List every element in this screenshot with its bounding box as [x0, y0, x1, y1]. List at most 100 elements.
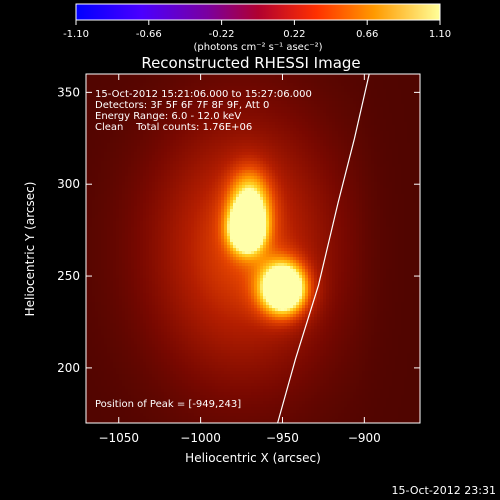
heatmap-cell: [263, 77, 267, 81]
heatmap-cell: [188, 155, 192, 159]
heatmap-cell: [125, 161, 129, 165]
heatmap-cell: [98, 86, 102, 90]
heatmap-cell: [158, 80, 162, 84]
heatmap-cell: [341, 80, 345, 84]
heatmap-cell: [389, 167, 393, 171]
heatmap-cell: [353, 89, 357, 93]
heatmap-cell: [371, 149, 375, 153]
heatmap-cell: [233, 167, 237, 171]
heatmap-cell: [200, 92, 204, 96]
heatmap-cell: [392, 80, 396, 84]
heatmap-cell: [143, 170, 147, 174]
heatmap-cell: [350, 170, 354, 174]
heatmap-cell: [194, 122, 198, 126]
heatmap-cell: [269, 137, 273, 141]
heatmap-cell: [350, 119, 354, 123]
heatmap-cell: [251, 143, 255, 147]
heatmap-cell: [338, 152, 342, 156]
heatmap-cell: [257, 101, 261, 105]
heatmap-cell: [242, 176, 246, 180]
heatmap-cell: [326, 176, 330, 180]
heatmap-cell: [395, 167, 399, 171]
heatmap-cell: [239, 158, 243, 162]
heatmap-cell: [227, 161, 231, 165]
heatmap-cell: [416, 161, 420, 165]
heatmap-cell: [341, 116, 345, 120]
heatmap-cell: [320, 83, 324, 87]
heatmap-cell: [341, 140, 345, 144]
heatmap-cell: [104, 110, 108, 114]
heatmap-cell: [152, 146, 156, 150]
heatmap-cell: [164, 92, 168, 96]
heatmap-cell: [296, 110, 300, 114]
heatmap-cell: [386, 134, 390, 138]
heatmap-cell: [293, 119, 297, 123]
heatmap-cell: [164, 125, 168, 129]
heatmap-cell: [188, 143, 192, 147]
heatmap-cell: [248, 119, 252, 123]
heatmap-cell: [170, 164, 174, 168]
heatmap-cell: [401, 161, 405, 165]
heatmap-cell: [146, 104, 150, 108]
heatmap-cell: [197, 107, 201, 111]
heatmap-cell: [398, 146, 402, 150]
heatmap-cell: [140, 80, 144, 84]
heatmap-cell: [140, 176, 144, 180]
heatmap-cell: [395, 152, 399, 156]
heatmap-cell: [287, 125, 291, 129]
heatmap-cell: [296, 137, 300, 141]
heatmap-cell: [281, 176, 285, 180]
heatmap-cell: [356, 140, 360, 144]
heatmap-cell: [221, 146, 225, 150]
heatmap-cell: [176, 116, 180, 120]
heatmap-cell: [89, 116, 93, 120]
heatmap-cell: [326, 107, 330, 111]
heatmap-cell: [350, 161, 354, 165]
heatmap-cell: [407, 152, 411, 156]
heatmap-cell: [194, 77, 198, 81]
heatmap-cell: [128, 77, 132, 81]
heatmap-cell: [239, 149, 243, 153]
heatmap-cell: [212, 95, 216, 99]
heatmap-cell: [206, 116, 210, 120]
heatmap-cell: [326, 128, 330, 132]
heatmap-cell: [137, 104, 141, 108]
heatmap-cell: [311, 92, 315, 96]
heatmap-cell: [362, 131, 366, 135]
heatmap-cell: [389, 113, 393, 117]
heatmap-cell: [356, 143, 360, 147]
heatmap-cell: [212, 167, 216, 171]
heatmap-cell: [104, 131, 108, 135]
heatmap-cell: [212, 155, 216, 159]
heatmap-cell: [362, 134, 366, 138]
heatmap-cell: [275, 134, 279, 138]
heatmap-cell: [362, 80, 366, 84]
heatmap-cell: [227, 164, 231, 168]
heatmap-cell: [215, 131, 219, 135]
heatmap-cell: [356, 107, 360, 111]
heatmap-cell: [167, 176, 171, 180]
heatmap-cell: [395, 155, 399, 159]
heatmap-cell: [116, 80, 120, 84]
heatmap-cell: [233, 149, 237, 153]
heatmap-cell: [143, 125, 147, 129]
heatmap-cell: [209, 74, 213, 78]
heatmap-cell: [326, 164, 330, 168]
heatmap-cell: [203, 158, 207, 162]
heatmap-cell: [341, 131, 345, 135]
heatmap-cell: [338, 110, 342, 114]
heatmap-cell: [296, 98, 300, 102]
heatmap-cell: [290, 110, 294, 114]
heatmap-cell: [191, 122, 195, 126]
heatmap-cell: [86, 74, 90, 78]
heatmap-cell: [308, 152, 312, 156]
heatmap-cell: [113, 170, 117, 174]
heatmap-cell: [383, 77, 387, 81]
heatmap-cell: [146, 173, 150, 177]
heatmap-cell: [308, 146, 312, 150]
heatmap-cell: [263, 152, 267, 156]
heatmap-cell: [191, 140, 195, 144]
heatmap-cell: [353, 101, 357, 105]
heatmap-cell: [401, 104, 405, 108]
heatmap-cell: [221, 164, 225, 168]
